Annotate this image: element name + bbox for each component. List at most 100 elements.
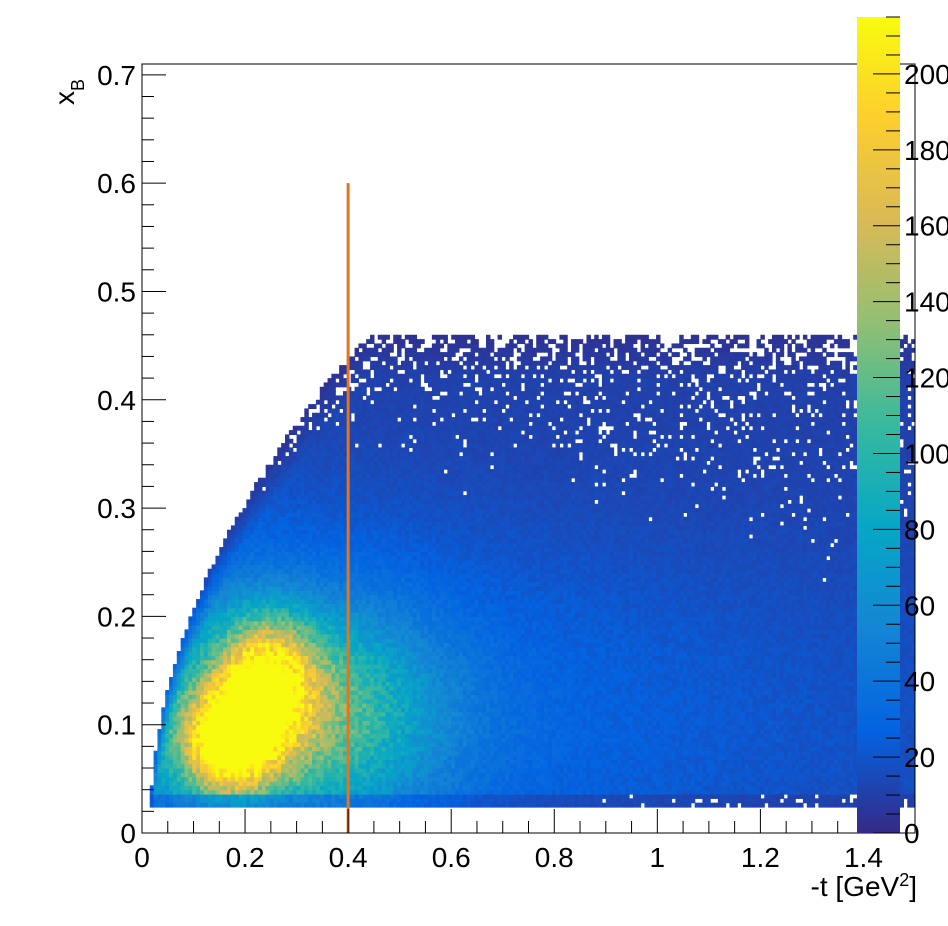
heatmap-cell <box>296 711 302 717</box>
heatmap-cell <box>315 655 321 661</box>
heatmap-cell <box>223 711 228 717</box>
heatmap-cell <box>265 763 271 769</box>
heatmap-cell <box>308 590 313 596</box>
heatmap-cell <box>354 629 360 635</box>
heatmap-cell <box>269 499 275 505</box>
heatmap-cell <box>331 534 336 539</box>
heatmap-cell <box>254 616 259 622</box>
heatmap-cell <box>315 742 321 747</box>
heatmap-cell <box>234 707 240 713</box>
heatmap-cell <box>172 772 178 778</box>
heatmap-cell <box>354 759 360 765</box>
heatmap-cell <box>188 720 193 726</box>
heatmap-cell <box>207 655 213 661</box>
heatmap-cell <box>277 542 282 548</box>
heatmap-cell <box>312 720 317 726</box>
heatmap-cell <box>373 551 379 557</box>
heatmap-cell <box>165 759 170 765</box>
heatmap-cell <box>358 581 363 587</box>
heatmap-cell <box>288 733 294 739</box>
heatmap-cell <box>312 763 317 769</box>
heatmap-cell <box>370 668 375 674</box>
heatmap-cell <box>385 352 390 358</box>
heatmap-cell <box>254 534 259 539</box>
heatmap-cell <box>377 616 383 622</box>
heatmap-cell <box>366 785 371 791</box>
heatmap-cell <box>400 651 406 656</box>
heatmap-cell <box>265 525 271 531</box>
heatmap-cell <box>288 720 294 726</box>
heatmap-cell <box>261 568 267 574</box>
heatmap-cell <box>250 776 255 782</box>
heatmap-cell <box>257 499 263 505</box>
heatmap-cell <box>350 525 356 531</box>
heatmap-cell <box>281 638 286 643</box>
heatmap-cell <box>397 620 402 626</box>
heatmap-cell <box>281 703 286 708</box>
heatmap-cell <box>211 590 217 596</box>
heatmap-cell <box>207 616 213 622</box>
heatmap-cell <box>180 746 186 752</box>
heatmap-cell <box>261 659 267 665</box>
heatmap-cell <box>339 681 344 687</box>
heatmap-cell <box>265 464 271 470</box>
heatmap-cell <box>327 603 332 609</box>
heatmap-cell <box>381 525 387 531</box>
heatmap-cell <box>339 785 344 791</box>
heatmap-cell <box>242 659 247 665</box>
heatmap-cell <box>358 373 363 379</box>
heatmap-cell <box>315 555 321 561</box>
heatmap-cell <box>370 768 375 773</box>
heatmap-cell <box>385 694 390 700</box>
heatmap-cell <box>149 794 155 799</box>
heatmap-cell <box>312 789 317 795</box>
heatmap-cell <box>354 464 360 470</box>
heatmap-cell <box>288 590 294 596</box>
heatmap-cell <box>288 521 294 526</box>
heatmap-cell <box>234 560 240 565</box>
heatmap-cell <box>389 794 394 799</box>
heatmap-cell <box>358 720 363 726</box>
heatmap-cell <box>312 703 317 708</box>
heatmap-cell <box>323 772 329 778</box>
heatmap-cell <box>315 434 321 440</box>
heatmap-cell <box>257 716 263 721</box>
heatmap-cell <box>327 716 332 721</box>
heatmap-cell <box>292 482 298 488</box>
heatmap-cell <box>327 633 332 639</box>
heatmap-cell <box>242 594 247 600</box>
heatmap-cell <box>400 733 406 739</box>
heatmap-cell <box>176 685 182 691</box>
heatmap-cell <box>285 568 290 574</box>
heatmap-cell <box>312 434 317 440</box>
heatmap-cell <box>180 798 186 804</box>
heatmap-cell <box>362 594 367 600</box>
heatmap-cell <box>254 568 259 574</box>
heatmap-cell <box>350 703 356 708</box>
heatmap-cell <box>319 547 325 552</box>
heatmap-cell <box>308 443 313 449</box>
heatmap-cell <box>257 594 263 600</box>
heatmap-cell <box>312 681 317 687</box>
heatmap-cell <box>312 668 317 674</box>
heatmap-cell <box>381 447 387 453</box>
heatmap-cell <box>281 564 286 570</box>
heatmap-cell <box>292 560 298 565</box>
heatmap-cell <box>381 386 387 392</box>
heatmap-cell <box>261 772 267 778</box>
heatmap-cell <box>308 742 313 747</box>
heatmap-cell <box>358 724 363 730</box>
heatmap-cell <box>350 733 356 739</box>
heatmap-cell <box>230 802 236 808</box>
heatmap-cell <box>172 694 178 700</box>
heatmap-cell <box>188 703 193 708</box>
heatmap-cell <box>366 759 371 765</box>
heatmap-cell <box>366 404 371 410</box>
heatmap-cell <box>342 412 348 418</box>
heatmap-cell <box>366 434 371 440</box>
heatmap-cell <box>242 581 247 587</box>
heatmap-cell <box>285 720 290 726</box>
heatmap-cell <box>172 698 178 704</box>
heatmap-cell <box>257 620 263 626</box>
heatmap-cell <box>389 404 394 410</box>
